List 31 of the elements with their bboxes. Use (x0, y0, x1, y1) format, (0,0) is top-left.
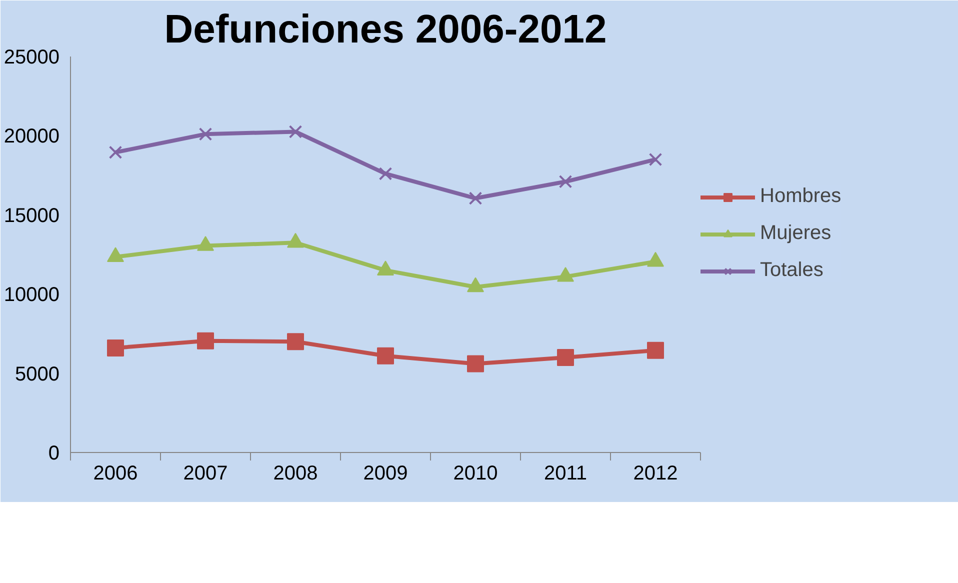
point (648, 152, 662, 166)
point (557, 348, 574, 366)
x-tick-label: 2010 (453, 462, 498, 484)
point (558, 174, 572, 188)
x-tick-label: 2007 (183, 462, 228, 484)
x-tick-label: 2012 (633, 462, 678, 484)
point (107, 339, 124, 356)
x-tick-label: 2006 (93, 462, 138, 484)
y-tick-label: 15000 (4, 204, 60, 227)
point (287, 333, 304, 350)
x-tick-label: 2011 (544, 462, 588, 484)
point (288, 125, 302, 138)
y-tick-label: 5000 (15, 363, 60, 386)
chart-title: Defunciones 2006-2012 (164, 8, 607, 52)
y-tick-label: 20000 (4, 126, 60, 148)
point (467, 355, 484, 372)
y-tick-label: 10000 (4, 284, 60, 306)
point (198, 127, 212, 141)
legend-label: Mujeres (760, 222, 832, 245)
legend-label: Totales (760, 259, 824, 282)
x-tick-label: 2008 (273, 462, 318, 484)
point (377, 347, 394, 364)
point (197, 332, 214, 350)
point (468, 192, 482, 205)
legend-label: Hombres (760, 185, 842, 208)
y-tick-label: 0 (48, 442, 60, 464)
point (108, 146, 122, 159)
x-tick-label: 2009 (363, 462, 408, 484)
point (378, 167, 392, 180)
y-tick-label: 25000 (4, 46, 60, 68)
point (647, 342, 664, 359)
